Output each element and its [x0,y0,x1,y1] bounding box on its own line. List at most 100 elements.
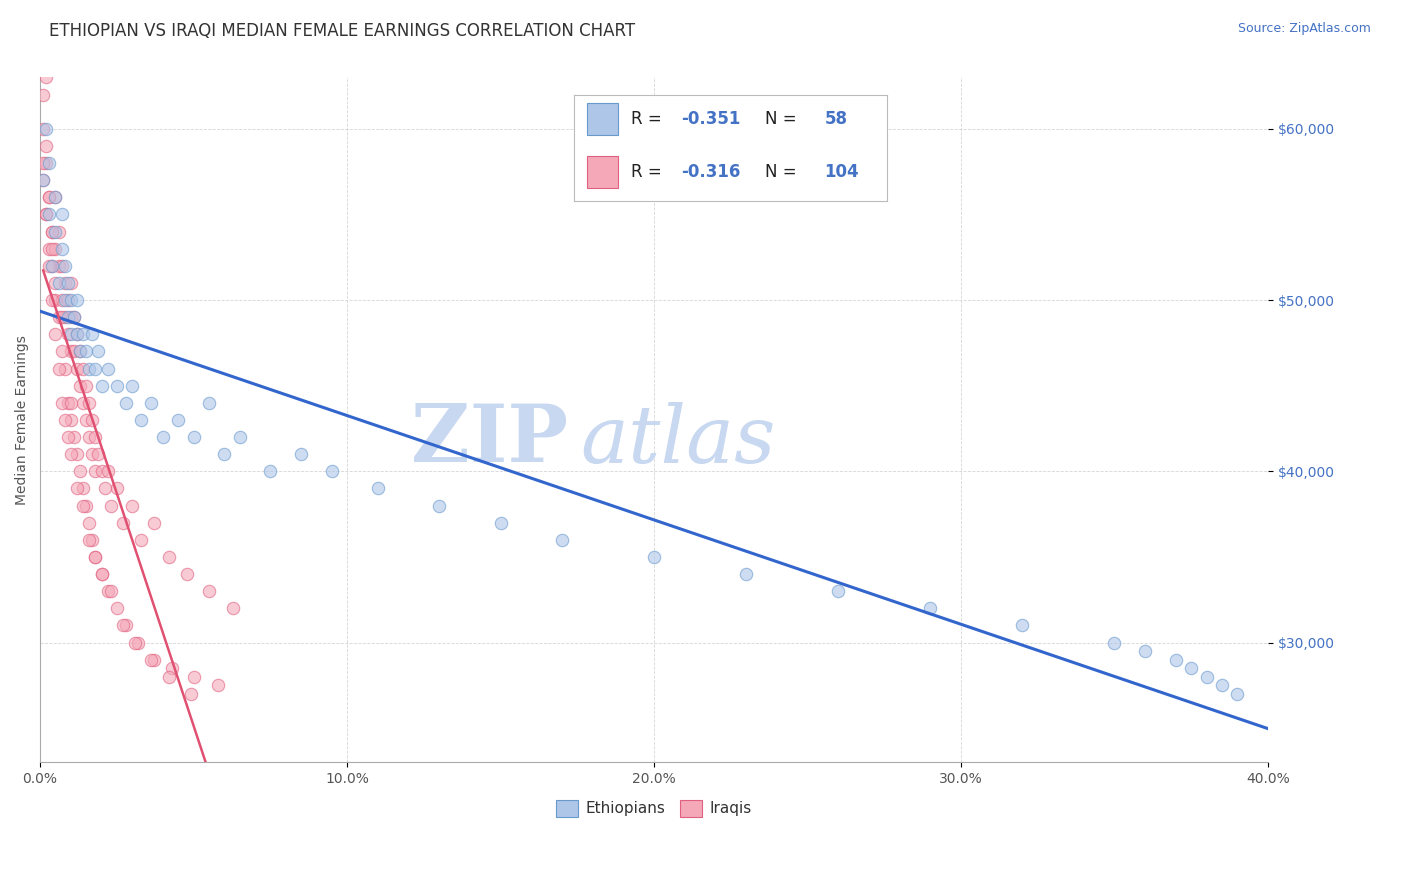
Point [63,344,86,359]
Point [51,242,73,256]
Point [51,310,73,325]
Point [100,584,122,599]
Point [180,687,202,701]
Point [56,327,79,342]
Point [38,190,60,204]
Point [72,396,94,410]
Point [1011,618,1033,632]
Point [48,310,70,325]
Point [41,225,63,239]
Point [93,482,115,496]
Point [290,447,312,461]
Point [32,87,55,102]
Text: ETHIOPIAN VS IRAQI MEDIAN FEMALE EARNINGS CORRELATION CHART: ETHIOPIAN VS IRAQI MEDIAN FEMALE EARNING… [49,22,636,40]
Point [222,601,245,615]
Point [111,516,134,530]
Point [131,533,153,547]
Point [41,225,63,239]
Point [84,361,107,376]
Point [84,549,107,564]
Point [152,430,174,444]
Point [90,567,112,582]
Point [105,601,128,615]
Text: atlas: atlas [581,401,776,479]
Point [41,259,63,273]
Point [183,670,205,684]
Point [72,482,94,496]
Point [127,635,149,649]
Point [1133,644,1156,658]
Point [35,70,58,85]
Point [38,259,60,273]
Point [66,327,89,342]
Point [489,516,512,530]
Point [1164,653,1187,667]
Point [367,482,389,496]
Point [35,207,58,221]
Point [32,173,55,187]
Point [41,259,63,273]
Point [75,499,97,513]
Point [259,464,281,478]
Point [59,310,82,325]
Point [90,567,112,582]
Point [56,310,79,325]
Point [69,464,91,478]
Point [111,618,134,632]
Point [82,447,104,461]
Point [48,259,70,273]
Point [59,327,82,342]
Point [44,293,66,307]
Point [82,533,104,547]
Legend: Ethiopians, Iraqis: Ethiopians, Iraqis [550,793,758,823]
Point [84,464,107,478]
Point [90,378,112,392]
Point [427,499,450,513]
Point [82,327,104,342]
Point [32,156,55,170]
Point [35,156,58,170]
Point [32,121,55,136]
Point [66,361,89,376]
Point [1180,661,1202,675]
Point [920,601,942,615]
Point [59,396,82,410]
Point [551,533,574,547]
Point [59,293,82,307]
Point [72,361,94,376]
Point [1226,687,1249,701]
Point [72,499,94,513]
Point [1104,635,1126,649]
Point [56,276,79,290]
Point [63,310,86,325]
Point [183,430,205,444]
Point [77,430,100,444]
Point [56,396,79,410]
Point [59,447,82,461]
Point [66,447,89,461]
Point [90,464,112,478]
Point [72,327,94,342]
Point [66,293,89,307]
Point [827,584,849,599]
Point [48,361,70,376]
Point [41,242,63,256]
Point [59,413,82,427]
Point [198,584,221,599]
Point [1211,678,1233,692]
Point [97,361,120,376]
Point [124,635,146,649]
Point [44,327,66,342]
Point [139,396,162,410]
Point [321,464,343,478]
Point [82,413,104,427]
Point [142,516,165,530]
Point [77,533,100,547]
Point [51,396,73,410]
Point [77,361,100,376]
Point [38,207,60,221]
Point [167,413,190,427]
Point [48,276,70,290]
Point [77,396,100,410]
Point [63,430,86,444]
